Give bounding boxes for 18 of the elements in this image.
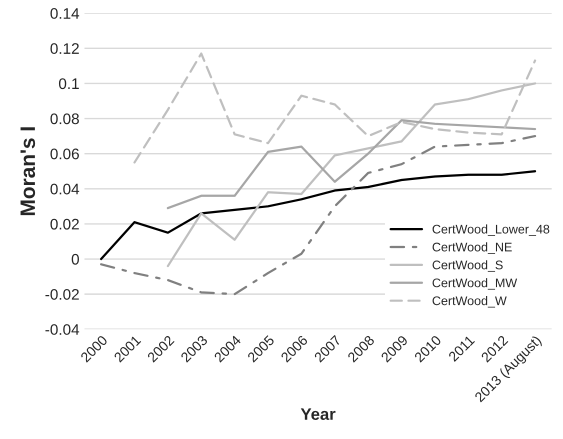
legend-label: CertWood_MW: [432, 278, 518, 290]
y-tick-label: 0.04: [50, 184, 80, 194]
y-tick-label: 0.12: [50, 43, 79, 54]
y-tick-label: 0.06: [50, 148, 79, 160]
y-tick-label: 0: [72, 254, 79, 265]
x-axis-title: Year: [300, 408, 336, 420]
y-tick-label: 0.08: [50, 113, 79, 124]
legend-label: CertWood_NE: [432, 242, 512, 254]
y-tick-label: -0.02: [45, 289, 79, 300]
legend-label: CertWood_W: [432, 296, 507, 308]
y-tick-label: 0.02: [50, 218, 79, 230]
y-tick-label: -0.04: [45, 324, 80, 335]
y-tick-label: 0.14: [50, 8, 80, 19]
legend-label: CertWood_S: [432, 260, 503, 272]
y-tick-label: 0.1: [58, 78, 79, 90]
line-series: [166, 119, 536, 210]
legend-label: CertWood_Lower_48: [432, 224, 550, 236]
y-axis-title: Moran's I: [20, 127, 36, 216]
